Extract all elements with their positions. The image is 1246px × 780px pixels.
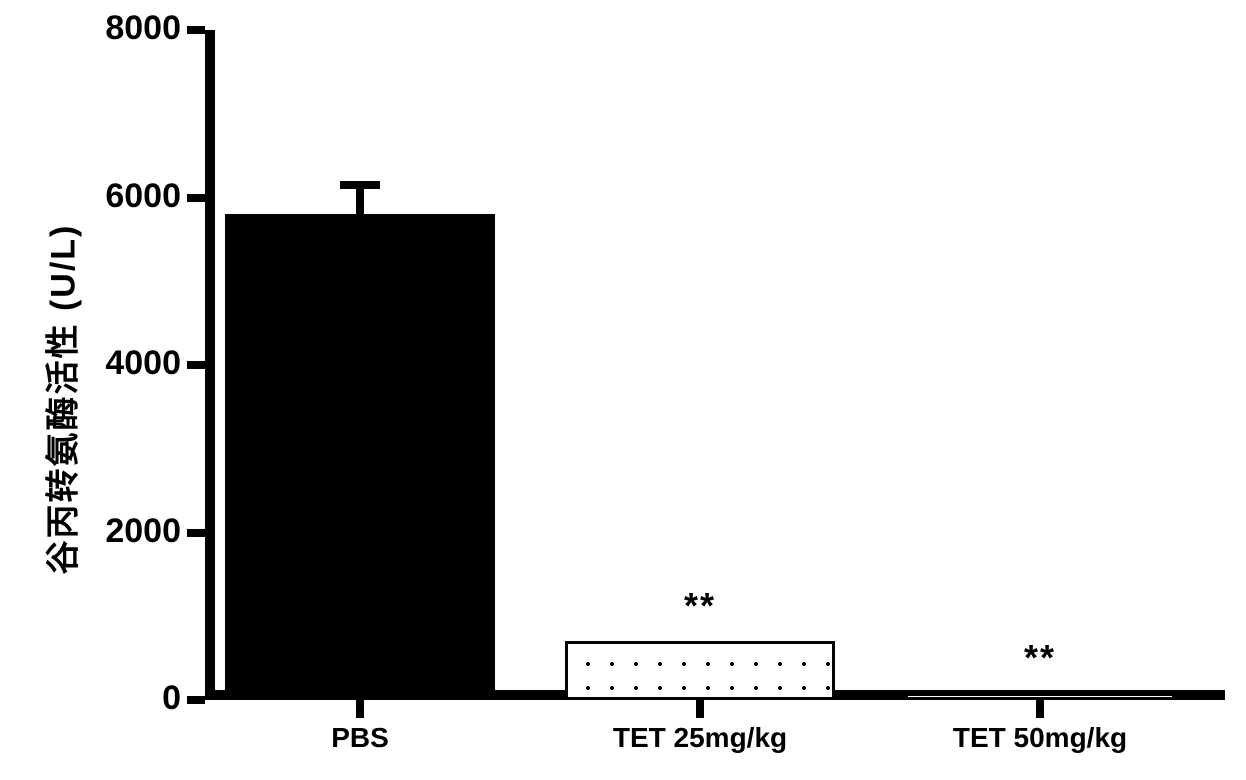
x-tick-label: TET 25mg/kg xyxy=(560,722,840,754)
y-tick-label: 4000 xyxy=(61,344,181,383)
error-cap xyxy=(340,181,380,189)
y-tick-mark xyxy=(187,361,205,369)
y-tick-mark xyxy=(187,529,205,537)
x-tick-label: TET 50mg/kg xyxy=(900,722,1180,754)
significance-label: ** xyxy=(1000,637,1080,679)
bar xyxy=(225,214,495,700)
y-tick-mark xyxy=(187,194,205,202)
y-tick-label: 8000 xyxy=(61,9,181,48)
x-tick-mark xyxy=(1036,700,1044,718)
y-tick-label: 2000 xyxy=(61,512,181,551)
bar xyxy=(565,641,835,700)
y-tick-label: 0 xyxy=(61,679,181,718)
y-tick-mark xyxy=(187,696,205,704)
y-tick-label: 6000 xyxy=(61,177,181,216)
chart-container: 谷丙转氨酶活性 (U/L) 02000400060008000PBS**TET … xyxy=(0,0,1246,780)
y-tick-mark xyxy=(187,26,205,34)
x-tick-mark xyxy=(356,700,364,718)
error-bar xyxy=(356,185,364,214)
x-tick-label: PBS xyxy=(220,722,500,754)
bar xyxy=(905,693,1175,700)
x-tick-mark xyxy=(696,700,704,718)
significance-label: ** xyxy=(660,585,740,627)
